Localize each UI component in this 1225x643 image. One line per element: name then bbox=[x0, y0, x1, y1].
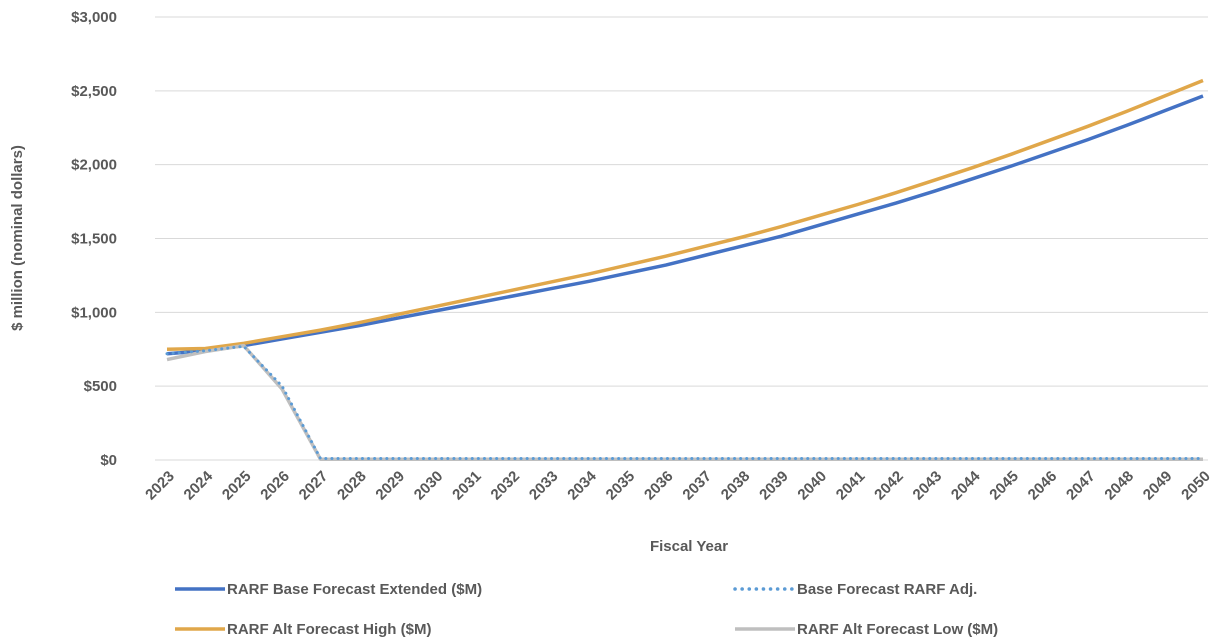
x-tick-label: 2038 bbox=[718, 468, 754, 504]
x-tick-label: 2047 bbox=[1063, 468, 1099, 504]
x-tick-label: 2045 bbox=[986, 468, 1022, 504]
x-tick-label: 2042 bbox=[871, 468, 907, 504]
x-tick-label: 2029 bbox=[372, 468, 408, 504]
series-line-3 bbox=[166, 343, 1203, 462]
y-axis-title: $ million (nominal dollars) bbox=[9, 145, 26, 331]
x-tick-label: 2026 bbox=[257, 468, 293, 504]
x-tick-label: 2037 bbox=[679, 468, 715, 504]
x-tick-label: 2023 bbox=[142, 468, 178, 504]
series-line-0 bbox=[166, 94, 1204, 356]
x-tick-label: 2049 bbox=[1140, 468, 1176, 504]
x-tick-label: 2025 bbox=[219, 468, 255, 504]
x-tick-label: 2034 bbox=[564, 467, 600, 503]
x-tick-label: 2044 bbox=[948, 467, 984, 503]
x-tick-label: 2030 bbox=[411, 468, 447, 504]
y-tick-label: $2,500 bbox=[71, 83, 117, 100]
y-axis-ticks: $0 $500 $1,000 $1,500 $2,000 $2,500 $3,000 bbox=[71, 9, 117, 469]
x-tick-label: 2028 bbox=[334, 468, 370, 504]
y-tick-label: $1,000 bbox=[71, 304, 117, 321]
x-tick-label: 2041 bbox=[833, 468, 869, 504]
legend-label-0: RARF Base Forecast Extended ($M) bbox=[227, 581, 482, 598]
gridlines bbox=[155, 16, 1208, 461]
x-tick-label: 2027 bbox=[296, 468, 332, 504]
x-tick-label: 2032 bbox=[488, 468, 524, 504]
x-axis-ticks: 2023 2024 2025 2026 2027 2028 2029 2030 2031 2032… bbox=[142, 467, 1214, 503]
series-lines bbox=[165, 78, 1205, 462]
x-tick-label: 2024 bbox=[181, 467, 217, 503]
x-tick-label: 2043 bbox=[910, 468, 946, 504]
x-tick-label: 2036 bbox=[641, 468, 677, 504]
y-tick-label: $500 bbox=[84, 378, 117, 395]
x-tick-label: 2035 bbox=[603, 468, 639, 504]
y-tick-label: $3,000 bbox=[71, 9, 117, 26]
x-tick-label: 2040 bbox=[795, 468, 831, 504]
x-tick-label: 2033 bbox=[526, 468, 562, 504]
x-tick-label: 2046 bbox=[1025, 468, 1061, 504]
x-tick-label: 2050 bbox=[1178, 468, 1214, 504]
y-tick-label: $0 bbox=[100, 452, 117, 469]
x-tick-label: 2039 bbox=[756, 468, 792, 504]
series-line-1 bbox=[165, 344, 1205, 460]
y-tick-label: $2,000 bbox=[71, 157, 117, 174]
x-tick-label: 2048 bbox=[1101, 468, 1137, 504]
legend: RARF Base Forecast Extended ($M) Base For… bbox=[175, 581, 998, 638]
y-tick-label: $1,500 bbox=[71, 231, 117, 248]
x-tick-label: 2031 bbox=[449, 468, 485, 504]
series-line-2 bbox=[166, 78, 1204, 352]
legend-label-2: RARF Alt Forecast High ($M) bbox=[227, 621, 431, 638]
x-axis-title: Fiscal Year bbox=[650, 538, 728, 555]
legend-label-3: RARF Alt Forecast Low ($M) bbox=[797, 621, 998, 638]
legend-label-1: Base Forecast RARF Adj. bbox=[797, 581, 977, 598]
